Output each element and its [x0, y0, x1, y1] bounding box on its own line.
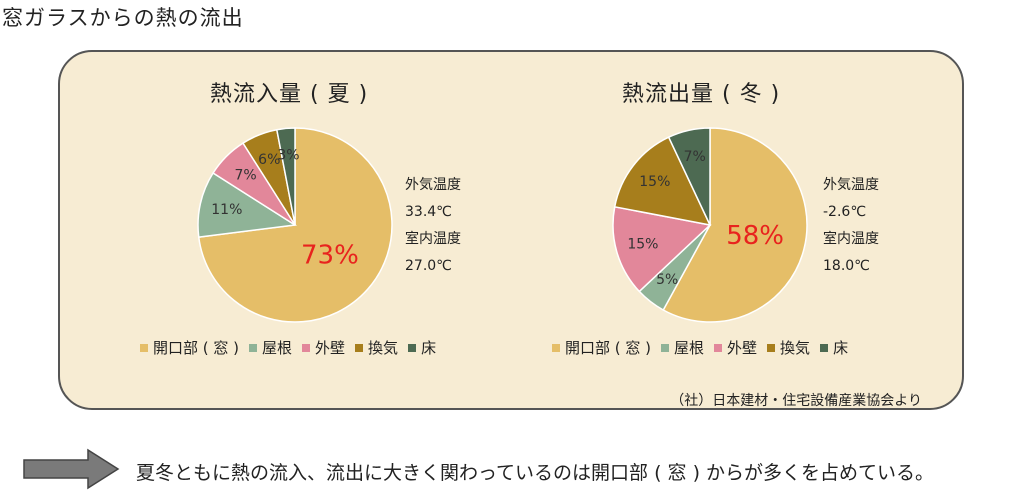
legend-swatch-summer-roof: [249, 343, 258, 352]
pie-slice-summer-roof: [197, 171, 298, 238]
legend-swatch-winter-roof: [661, 343, 670, 352]
legend-item-summer-opening: 開口部 ( 窓 ): [140, 337, 239, 358]
indoor-temp-value-summer: 27.0℃: [405, 258, 452, 274]
chart-panel: 熱流入量 ( 夏 ) 73% 11% 7% 6% 3% 外気温度 33.4℃ 室内温度 …: [58, 50, 964, 410]
pie-label-summer-ventilation: 6%: [258, 152, 280, 168]
legend-swatch-summer-floor: [408, 343, 417, 352]
conditions-winter: 外気温度 -2.6℃ 室内温度 18.0℃: [823, 172, 879, 280]
legend-label-summer-wall: 外壁: [315, 339, 346, 357]
legend-label-winter-roof: 屋根: [674, 339, 705, 357]
pie-slice-summer-floor: [275, 127, 296, 226]
source-note: （社）日本建材・住宅設備産業協会より: [670, 393, 922, 409]
page-title: 窓ガラスからの熱の流出: [2, 6, 244, 30]
indoor-temp-label-winter: 室内温度: [823, 231, 879, 247]
pie-label-summer-floor: 3%: [277, 147, 299, 163]
legend-item-winter-ventilation: 換気: [767, 337, 810, 358]
legend-winter: 開口部 ( 窓 ) 屋根 外壁 換気 床: [552, 337, 858, 358]
legend-label-summer-roof: 屋根: [262, 339, 293, 357]
outdoor-temp-value-winter: -2.6℃: [823, 204, 867, 220]
legend-item-winter-floor: 床: [820, 337, 848, 358]
pie-label-winter-opening: 58%: [726, 221, 784, 251]
pie-slice-winter-opening: [662, 127, 808, 323]
indoor-temp-value-winter: 18.0℃: [823, 258, 870, 274]
legend-item-winter-opening: 開口部 ( 窓 ): [552, 337, 651, 358]
legend-item-winter-wall: 外壁: [714, 337, 757, 358]
indoor-temp-label-summer: 室内温度: [405, 231, 461, 247]
legend-swatch-summer-wall: [302, 343, 311, 352]
legend-label-winter-floor: 床: [833, 339, 849, 357]
pie-label-winter-wall: 15%: [627, 236, 658, 252]
legend-swatch-winter-opening: [552, 343, 560, 352]
legend-summer: 開口部 ( 窓 ) 屋根 外壁 換気 床: [140, 337, 446, 358]
legend-label-winter-wall: 外壁: [727, 339, 758, 357]
pie-slice-winter-wall: [612, 205, 712, 293]
legend-item-summer-ventilation: 換気: [355, 337, 398, 358]
pie-label-summer-opening: 73%: [301, 240, 359, 270]
outdoor-temp-label-winter: 外気温度: [823, 177, 879, 193]
pie-chart-summer: 73% 11% 7%6%3%: [197, 127, 393, 323]
pie-slice-winter-floor: [667, 127, 711, 226]
legend-item-winter-roof: 屋根: [661, 337, 704, 358]
legend-swatch-winter-wall: [714, 343, 723, 352]
chart-title-summer: 熱流入量 ( 夏 ): [210, 82, 369, 107]
pie-label-summer-roof: 11%: [211, 202, 242, 218]
legend-swatch-winter-floor: [820, 343, 829, 352]
legend-label-summer-ventilation: 換気: [368, 339, 399, 357]
legend-label-winter-ventilation: 換気: [780, 339, 811, 357]
pie-label-summer-wall: 7%: [235, 168, 257, 184]
chart-title-winter: 熱流出量 ( 冬 ): [622, 82, 781, 107]
legend-label-summer-opening: 開口部 ( 窓 ): [153, 339, 240, 357]
legend-item-summer-wall: 外壁: [302, 337, 345, 358]
pie-label-winter-ventilation: 15%: [639, 174, 670, 190]
legend-label-summer-floor: 床: [421, 339, 437, 357]
legend-item-summer-roof: 屋根: [249, 337, 292, 358]
legend-swatch-summer-opening: [140, 343, 148, 352]
pie-chart-winter: 58% 5% 15% 15% 7%: [612, 127, 808, 323]
legend-swatch-summer-ventilation: [355, 343, 364, 352]
pie-label-winter-roof: 5%: [656, 272, 678, 288]
outdoor-temp-value-summer: 33.4℃: [405, 204, 452, 220]
conditions-summer: 外気温度 33.4℃ 室内温度 27.0℃: [405, 172, 461, 280]
legend-label-winter-opening: 開口部 ( 窓 ): [565, 339, 652, 357]
pie-slice-winter-ventilation: [613, 136, 712, 227]
legend-item-summer-floor: 床: [408, 337, 436, 358]
outdoor-temp-label-summer: 外気温度: [405, 177, 461, 193]
legend-swatch-winter-ventilation: [767, 343, 776, 352]
conclusion-text: 夏冬ともに熱の流入、流出に大きく関わっているのは開口部 ( 窓 ) からが多くを…: [136, 462, 935, 484]
arrow-right-icon: [23, 448, 120, 490]
pie-label-winter-floor: 7%: [684, 149, 706, 165]
